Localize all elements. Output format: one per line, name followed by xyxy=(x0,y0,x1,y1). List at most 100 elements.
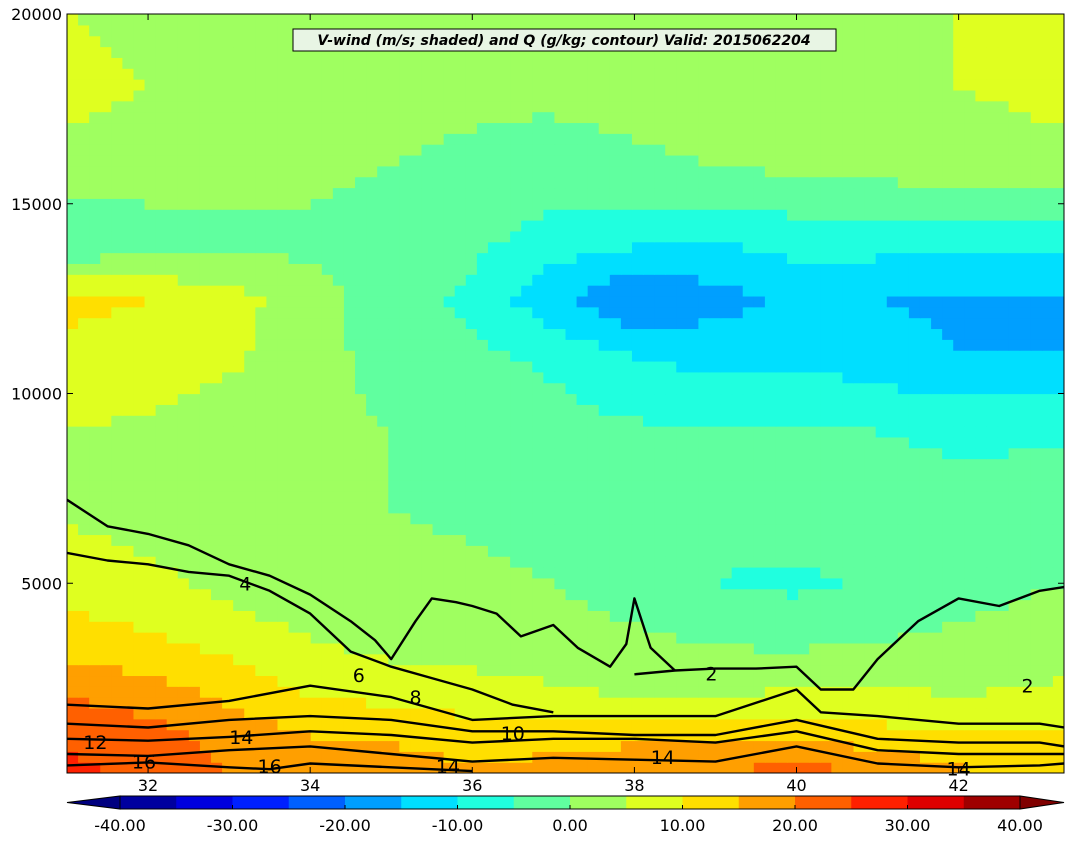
heatmap-cell xyxy=(554,285,567,297)
heatmap-cell xyxy=(377,458,389,470)
heatmap-cell xyxy=(853,697,866,709)
heatmap-cell xyxy=(654,176,666,189)
heatmap-cell xyxy=(831,664,844,677)
heatmap-cell xyxy=(199,241,212,254)
heatmap-cell xyxy=(1019,360,1032,373)
heatmap-cell xyxy=(487,350,500,362)
heatmap-cell xyxy=(853,686,866,698)
heatmap-cell xyxy=(609,501,622,514)
heatmap-cell xyxy=(942,729,954,742)
heatmap-cell xyxy=(809,350,821,362)
heatmap-cell xyxy=(277,360,290,373)
heatmap-cell xyxy=(654,350,666,362)
heatmap-cell xyxy=(964,426,976,438)
heatmap-cell xyxy=(144,621,157,633)
heatmap-cell xyxy=(487,295,500,308)
heatmap-cell xyxy=(122,599,135,611)
heatmap-cell xyxy=(587,480,600,492)
heatmap-cell xyxy=(953,686,965,698)
heatmap-cell xyxy=(864,469,877,481)
heatmap-cell xyxy=(78,415,90,427)
heatmap-cell xyxy=(532,577,544,590)
heatmap-cell xyxy=(510,523,522,536)
heatmap-cell xyxy=(1008,610,1021,622)
heatmap-cell xyxy=(155,556,168,568)
heatmap-cell xyxy=(831,610,844,622)
heatmap-cell xyxy=(111,686,123,698)
heatmap-cell xyxy=(277,241,290,254)
heatmap-cell xyxy=(177,274,190,286)
heatmap-cell xyxy=(222,512,234,525)
heatmap-cell xyxy=(1041,686,1054,698)
heatmap-cell xyxy=(510,317,522,330)
heatmap-cell xyxy=(598,436,611,449)
heatmap-cell xyxy=(122,653,135,666)
heatmap-cell xyxy=(798,436,810,449)
heatmap-cell xyxy=(598,491,611,503)
heatmap-cell xyxy=(764,176,777,189)
heatmap-cell xyxy=(964,220,976,232)
heatmap-cell xyxy=(676,501,688,514)
heatmap-cell xyxy=(266,415,279,427)
heatmap-cell xyxy=(1019,339,1032,351)
heatmap-cell xyxy=(1041,306,1054,319)
heatmap-cell xyxy=(587,599,600,611)
heatmap-cell xyxy=(255,740,267,752)
heatmap-cell xyxy=(1008,523,1021,536)
heatmap-cell xyxy=(842,642,855,655)
heatmap-cell xyxy=(964,501,976,514)
heatmap-cell xyxy=(654,274,666,286)
heatmap-cell xyxy=(487,306,500,319)
heatmap-cell xyxy=(166,458,179,470)
heatmap-cell xyxy=(931,491,943,503)
heatmap-cell xyxy=(831,480,844,492)
heatmap-cell xyxy=(1041,534,1054,546)
heatmap-cell xyxy=(964,241,976,254)
heatmap-cell xyxy=(499,220,511,232)
heatmap-cell xyxy=(931,447,943,460)
heatmap-cell xyxy=(476,729,489,742)
heatmap-cell xyxy=(366,577,378,590)
heatmap-cell xyxy=(211,209,223,221)
heatmap-cell xyxy=(820,632,832,644)
heatmap-cell xyxy=(964,436,976,449)
heatmap-cell xyxy=(931,176,943,189)
heatmap-cell xyxy=(1019,274,1032,286)
heatmap-cell xyxy=(443,263,456,275)
heatmap-cell xyxy=(255,534,267,546)
heatmap-cell xyxy=(1052,285,1064,297)
heatmap-cell xyxy=(144,642,157,655)
heatmap-cell xyxy=(321,740,334,752)
heatmap-cell xyxy=(820,198,832,210)
heatmap-cell xyxy=(554,252,567,264)
heatmap-cell xyxy=(499,545,511,557)
heatmap-cell xyxy=(875,382,888,395)
heatmap-cell xyxy=(299,566,312,579)
heatmap-cell xyxy=(454,317,467,330)
heatmap-cell xyxy=(687,762,700,773)
heatmap-cell xyxy=(975,415,988,427)
heatmap-cell xyxy=(100,306,112,319)
heatmap-cell xyxy=(255,360,267,373)
heatmap-cell xyxy=(288,350,301,362)
heatmap-cell xyxy=(155,415,168,427)
heatmap-cell xyxy=(100,697,112,709)
heatmap-cell xyxy=(89,274,101,286)
heatmap-cell xyxy=(510,642,522,655)
heatmap-cell xyxy=(576,187,589,199)
heatmap-cell xyxy=(443,501,456,514)
heatmap-cell xyxy=(753,317,766,330)
heatmap-cell xyxy=(831,588,844,601)
heatmap-cell xyxy=(399,328,412,340)
heatmap-cell xyxy=(1019,404,1032,416)
heatmap-cell xyxy=(399,653,412,666)
heatmap-cell xyxy=(487,751,500,763)
heatmap-cell xyxy=(875,588,888,601)
heatmap-cell xyxy=(919,480,932,492)
heatmap-cell xyxy=(1019,198,1032,210)
heatmap-cell xyxy=(67,382,79,395)
heatmap-cell xyxy=(953,512,965,525)
heatmap-cell xyxy=(1008,751,1021,763)
heatmap-cell xyxy=(775,187,788,199)
heatmap-cell xyxy=(831,762,844,773)
